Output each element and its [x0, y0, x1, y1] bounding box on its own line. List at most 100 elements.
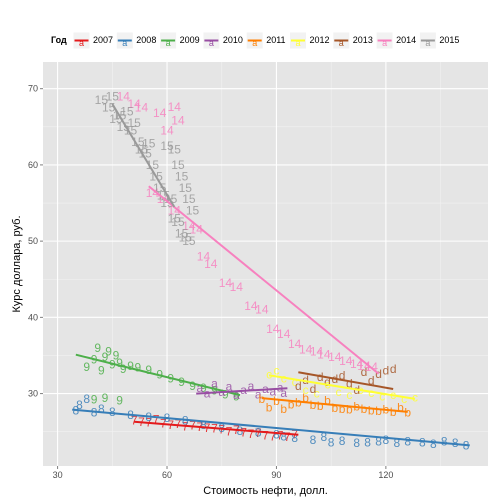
- point-2007: 7: [269, 429, 276, 443]
- point-2009: 9: [178, 375, 185, 389]
- point-2015: 15: [182, 192, 196, 206]
- point-2014: 14: [160, 124, 174, 138]
- point-2014: 14: [219, 276, 233, 290]
- point-2014: 14: [204, 257, 218, 271]
- point-2009: 9: [83, 360, 90, 374]
- point-2008: 8: [375, 435, 382, 449]
- point-2012: c: [379, 390, 385, 404]
- point-2011: b: [397, 400, 404, 414]
- tick-labels: 30 60 90 120 30 40 50 60 70: [28, 84, 393, 480]
- point-2015: 15: [179, 230, 193, 244]
- x-axis-title: Стоимость нефти, долл.: [203, 485, 328, 497]
- point-2009: 9: [189, 379, 196, 393]
- point-2007: 7: [226, 425, 233, 439]
- grid-major: [43, 62, 488, 466]
- trend-line-2011: [261, 397, 408, 413]
- legend-key-glyph: a: [295, 38, 300, 48]
- point-2013: d: [383, 364, 390, 378]
- point-2007: 7: [255, 426, 262, 440]
- point-2008: 8: [109, 405, 116, 419]
- point-2013: d: [339, 368, 346, 382]
- point-2011: b: [310, 398, 317, 412]
- point-2008: 8: [383, 433, 390, 447]
- point-2014: 14: [171, 114, 185, 128]
- point-2007: 7: [153, 413, 160, 427]
- point-2015: 15: [175, 169, 189, 183]
- point-2013: d: [324, 375, 331, 389]
- point-2009: 9: [120, 362, 127, 376]
- point-2009: 9: [94, 341, 101, 355]
- point-2014: 14: [153, 106, 167, 120]
- point-2008: 8: [291, 431, 298, 445]
- trend-lines: [72, 103, 470, 447]
- x-tick-label: 60: [162, 470, 172, 480]
- point-2014: 14: [128, 97, 142, 111]
- point-2007: 7: [240, 425, 247, 439]
- point-2014: 14: [117, 89, 131, 103]
- y-tick-label: 40: [28, 312, 38, 322]
- point-2015: 15: [128, 116, 142, 130]
- point-2011: b: [331, 401, 338, 415]
- point-2015: 15: [146, 158, 160, 172]
- trend-line-2015: [111, 103, 176, 208]
- legend: Год a 2007 a 2008 a 2009 a 2010 a 2011 a 2012 a 2013 a 2…: [51, 31, 459, 50]
- point-2008: 8: [200, 418, 207, 432]
- point-2007: 7: [262, 429, 269, 443]
- point-2009: 9: [116, 356, 123, 370]
- point-2009: 9: [145, 363, 152, 377]
- point-2011: b: [302, 391, 309, 405]
- point-2008: 8: [419, 435, 426, 449]
- point-2015: 15: [142, 137, 156, 151]
- point-2011: b: [346, 403, 353, 417]
- point-2015: 15: [106, 89, 120, 103]
- point-2009: 9: [113, 348, 120, 362]
- trend-line-2009: [75, 353, 241, 397]
- point-2013: d: [390, 362, 397, 376]
- trend-line-2010: [196, 387, 288, 395]
- point-2008: 8: [328, 435, 335, 449]
- point-2009: 9: [102, 350, 109, 364]
- point-2015: 15: [120, 105, 134, 119]
- point-2012: c: [273, 364, 279, 378]
- point-2015: 15: [138, 146, 152, 160]
- legend-label-2011: 2011: [266, 35, 285, 45]
- point-2014: 14: [310, 345, 324, 359]
- legend-key-glyph: a: [209, 38, 214, 48]
- point-2011: b: [361, 402, 368, 416]
- point-2015: 15: [182, 234, 196, 248]
- legend-key-glyph: a: [79, 38, 84, 48]
- point-2007: 7: [175, 417, 182, 431]
- legend-label-2015: 2015: [439, 35, 459, 45]
- point-2015: 15: [171, 215, 185, 229]
- point-2010: a: [197, 381, 204, 395]
- point-2008: 8: [280, 429, 287, 443]
- point-2013: d: [361, 365, 368, 379]
- point-2014: 14: [168, 100, 182, 114]
- point-2007: 7: [131, 413, 138, 427]
- point-2015: 15: [171, 158, 185, 172]
- point-2008: 8: [364, 435, 371, 449]
- legend-title: Год: [51, 35, 67, 45]
- point-2010: a: [269, 384, 276, 398]
- point-2014: 14: [146, 186, 160, 200]
- point-2015: 15: [95, 93, 109, 107]
- point-2009: 9: [200, 381, 207, 395]
- legend-label-2007: 2007: [93, 35, 113, 45]
- point-2014: 14: [317, 348, 331, 362]
- point-2009: 9: [127, 359, 134, 373]
- legend-key-glyph: a: [425, 38, 430, 48]
- point-2015: 15: [131, 135, 145, 149]
- point-2014: 14: [244, 299, 258, 313]
- point-2012: c: [303, 383, 309, 397]
- x-tick-label: 120: [378, 470, 393, 480]
- legend-label-2009: 2009: [180, 35, 200, 45]
- point-2014: 14: [350, 357, 364, 371]
- point-2008: 8: [404, 435, 411, 449]
- axis-ticks: [40, 88, 387, 469]
- point-2008: 8: [321, 430, 328, 444]
- point-2015: 15: [117, 120, 131, 134]
- point-2010: a: [255, 387, 262, 401]
- point-2014: 14: [266, 322, 280, 336]
- x-tick-label: 30: [53, 470, 63, 480]
